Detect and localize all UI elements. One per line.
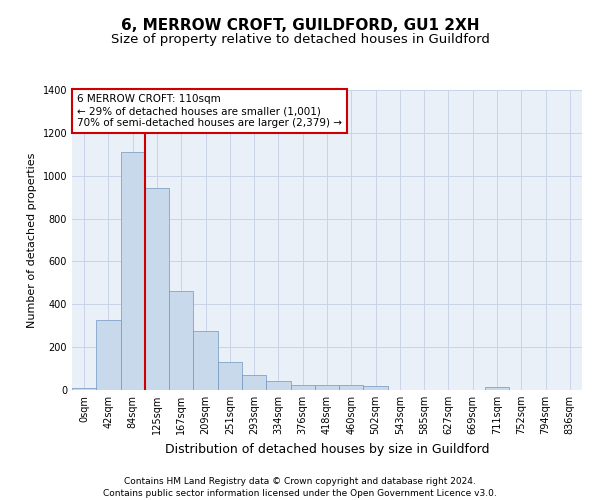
Bar: [290, 386, 315, 390]
Bar: [96, 320, 121, 390]
Bar: [339, 386, 364, 390]
Bar: [242, 376, 266, 390]
Text: 6 MERROW CROFT: 110sqm
← 29% of detached houses are smaller (1,001)
70% of semi-: 6 MERROW CROFT: 110sqm ← 29% of detached…: [77, 94, 342, 128]
Bar: [485, 388, 509, 390]
Text: 6, MERROW CROFT, GUILDFORD, GU1 2XH: 6, MERROW CROFT, GUILDFORD, GU1 2XH: [121, 18, 479, 32]
Bar: [266, 382, 290, 390]
Bar: [218, 362, 242, 390]
Y-axis label: Number of detached properties: Number of detached properties: [27, 152, 37, 328]
Bar: [193, 331, 218, 390]
X-axis label: Distribution of detached houses by size in Guildford: Distribution of detached houses by size …: [165, 442, 489, 456]
Bar: [315, 385, 339, 390]
Text: Contains HM Land Registry data © Crown copyright and database right 2024.: Contains HM Land Registry data © Crown c…: [124, 478, 476, 486]
Text: Contains public sector information licensed under the Open Government Licence v3: Contains public sector information licen…: [103, 489, 497, 498]
Bar: [121, 152, 145, 390]
Bar: [364, 386, 388, 390]
Bar: [72, 388, 96, 390]
Bar: [169, 291, 193, 390]
Bar: [145, 188, 169, 390]
Text: Size of property relative to detached houses in Guildford: Size of property relative to detached ho…: [110, 32, 490, 46]
